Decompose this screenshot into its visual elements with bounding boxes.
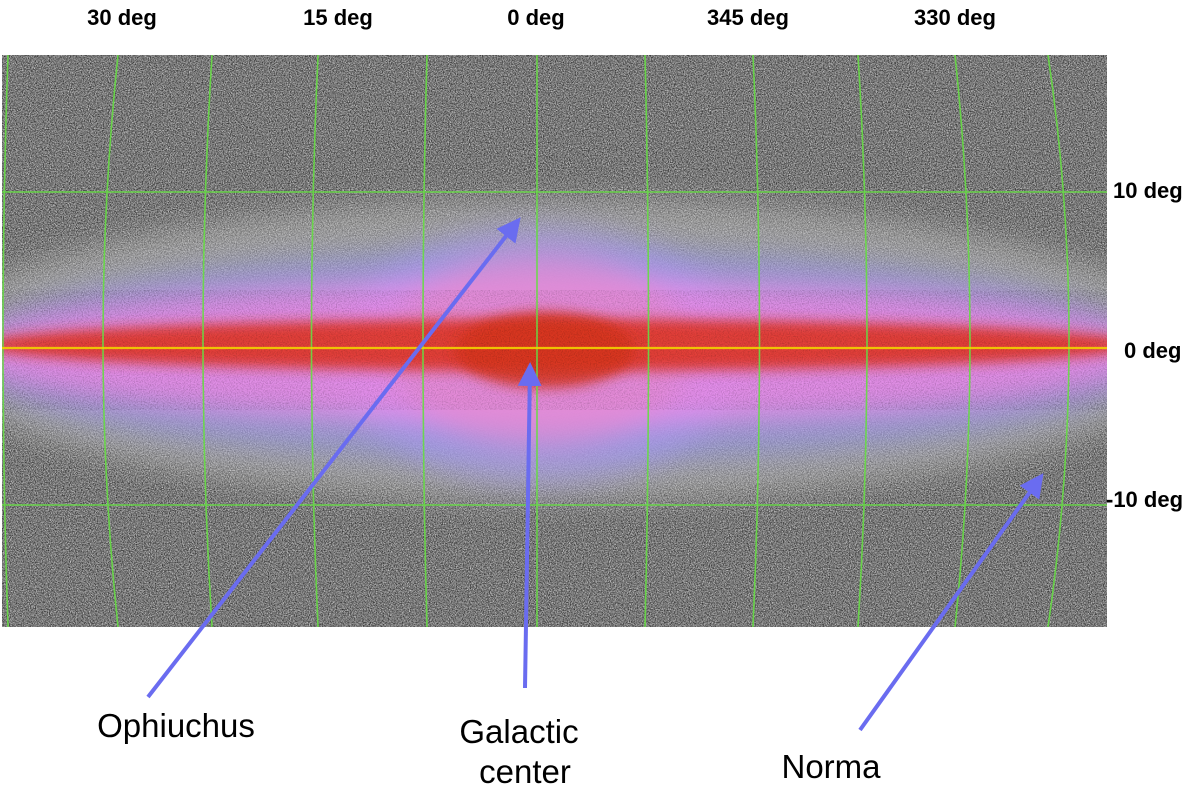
sky-map bbox=[2, 55, 1107, 627]
lat-label-plus10: 10 deg bbox=[1113, 178, 1183, 203]
annotation-labels: Ophiuchus Galactic center Norma bbox=[97, 707, 881, 787]
lon-label-345: 345 deg bbox=[707, 5, 789, 30]
lon-label-0: 0 deg bbox=[507, 5, 564, 30]
annotation-arrows bbox=[146, 217, 1044, 732]
longitude-labels: 30 deg 15 deg 0 deg 345 deg 330 deg bbox=[87, 5, 996, 30]
coordinate-grid bbox=[2, 55, 1107, 627]
lon-grid-line bbox=[102, 55, 119, 627]
galactic-center-label-line2: center bbox=[479, 753, 571, 787]
lon-grid-line bbox=[1047, 55, 1070, 627]
lon-grid-line bbox=[954, 55, 971, 627]
latitude-labels: 10 deg 0 deg -10 deg bbox=[1106, 178, 1183, 512]
lon-label-15: 15 deg bbox=[303, 5, 373, 30]
lat-label-minus10: -10 deg bbox=[1106, 487, 1183, 512]
galactic-center-label-line1: Galactic bbox=[459, 713, 578, 750]
disk-noise bbox=[2, 290, 1107, 410]
ophiuchus-label: Ophiuchus bbox=[97, 707, 255, 744]
lon-grid-line bbox=[644, 55, 650, 627]
lat-label-0: 0 deg bbox=[1124, 338, 1181, 363]
lon-label-330: 330 deg bbox=[914, 5, 996, 30]
lon-grid-line bbox=[752, 55, 761, 627]
lon-label-30: 30 deg bbox=[87, 5, 157, 30]
lon-grid-line bbox=[310, 55, 319, 627]
lon-grid-line bbox=[2, 55, 9, 627]
lon-grid-line bbox=[202, 55, 213, 627]
ophiuchus-arrow bbox=[146, 217, 521, 699]
galactic-center-arrow bbox=[517, 362, 542, 689]
norma-arrow bbox=[858, 473, 1044, 732]
lon-grid-line bbox=[857, 55, 868, 627]
norma-label: Norma bbox=[781, 748, 881, 785]
